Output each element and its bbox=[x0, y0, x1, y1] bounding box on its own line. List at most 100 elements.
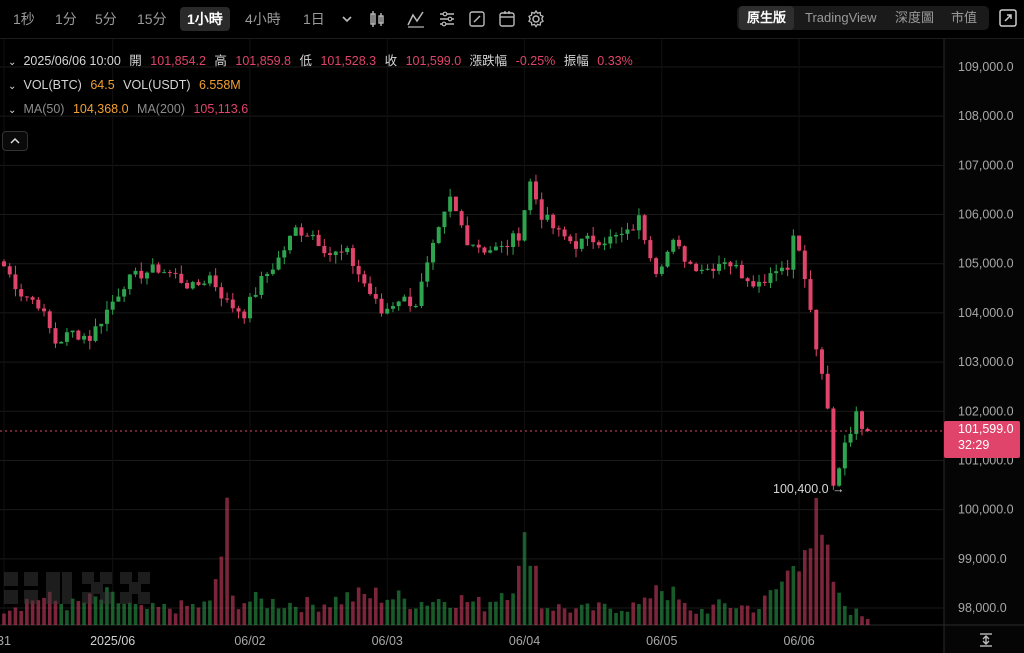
volume-bar bbox=[431, 601, 435, 625]
candle-body bbox=[139, 270, 144, 279]
y-tick-label: 109,000.0 bbox=[958, 60, 1014, 74]
y-tick-label: 102,000.0 bbox=[958, 404, 1014, 418]
volume-bar bbox=[528, 565, 533, 625]
open-label: 開 bbox=[129, 54, 142, 68]
ma-legend-row: ⌄ MA(50) 104,368.0 MA(200) 105,113.6 bbox=[8, 100, 253, 118]
vol-btc-value: 64.5 bbox=[90, 78, 115, 92]
volume-bar bbox=[442, 601, 447, 625]
candle-body bbox=[2, 261, 6, 267]
dropdown-chevron-icon[interactable] bbox=[336, 8, 358, 30]
candle-body bbox=[453, 196, 458, 212]
candle-body bbox=[47, 311, 52, 329]
candle-body bbox=[614, 234, 619, 237]
volume-bar bbox=[2, 613, 6, 625]
volume-bar bbox=[25, 598, 29, 625]
volume-bar bbox=[231, 595, 235, 625]
chevron-down-icon[interactable]: ⌄ bbox=[8, 105, 17, 116]
candle-body bbox=[676, 239, 681, 247]
view-tab-3[interactable]: 市值 bbox=[951, 10, 978, 25]
candle-body bbox=[282, 250, 287, 258]
volume-bar bbox=[225, 497, 229, 625]
volume-bar bbox=[156, 606, 161, 625]
vol-usdt-value: 6.558M bbox=[199, 78, 241, 92]
volume-bar bbox=[728, 608, 733, 625]
volume-bar bbox=[654, 585, 658, 625]
indicator-icon[interactable] bbox=[405, 8, 427, 30]
candle-body bbox=[602, 243, 607, 246]
candle-body bbox=[185, 282, 190, 289]
gear-icon[interactable] bbox=[525, 8, 547, 30]
candle-body bbox=[236, 308, 241, 312]
ma50-value: 104,368.0 bbox=[72, 102, 129, 116]
volume-bar bbox=[837, 592, 841, 625]
volume-bar bbox=[843, 605, 847, 625]
chevron-down-icon[interactable]: ⌄ bbox=[8, 81, 17, 92]
candle-body bbox=[64, 332, 69, 342]
vol-btc-label: VOL(BTC) bbox=[23, 78, 82, 92]
timeframe-4[interactable]: 1小時 bbox=[180, 7, 230, 31]
candle-body bbox=[802, 250, 807, 280]
volume-bar bbox=[768, 590, 773, 625]
candle-body bbox=[247, 296, 252, 319]
volume-bar bbox=[820, 534, 824, 625]
view-tab-1[interactable]: TradingView bbox=[805, 10, 877, 25]
candle-body bbox=[699, 269, 704, 272]
ma200-value: 105,113.6 bbox=[193, 102, 249, 116]
volume-bar bbox=[122, 603, 126, 625]
fullscreen-icon[interactable] bbox=[998, 8, 1018, 28]
chevron-down-icon[interactable]: ⌄ bbox=[8, 57, 17, 68]
volume-bar bbox=[700, 608, 704, 625]
volume-bar bbox=[7, 610, 12, 625]
candle-body bbox=[345, 248, 350, 253]
candle-body bbox=[471, 244, 476, 246]
volume-bar bbox=[499, 593, 504, 625]
volume-bar bbox=[53, 600, 58, 625]
volume-bar bbox=[13, 607, 18, 625]
volume-bar bbox=[471, 601, 475, 625]
timeframe-6[interactable]: 1日 bbox=[303, 11, 325, 27]
volume-bar bbox=[534, 565, 538, 625]
view-tab-2[interactable]: 深度圖 bbox=[895, 10, 935, 25]
volume-bar bbox=[436, 598, 441, 625]
volume-bar bbox=[208, 600, 212, 625]
candle-body bbox=[551, 214, 556, 229]
volume-bar bbox=[459, 595, 464, 625]
settings-list-icon[interactable] bbox=[436, 8, 458, 30]
timeframe-1[interactable]: 1分 bbox=[55, 11, 77, 27]
candle-type-icon[interactable] bbox=[366, 8, 388, 30]
volume-bar bbox=[351, 601, 355, 625]
volume-bar bbox=[774, 589, 778, 625]
candle-body bbox=[219, 287, 224, 299]
view-tab-0[interactable]: 原生版 bbox=[739, 6, 795, 30]
timeframe-2[interactable]: 5分 bbox=[95, 11, 117, 27]
candle-body bbox=[722, 262, 727, 264]
candle-body bbox=[145, 272, 149, 279]
candle-body bbox=[242, 311, 247, 319]
candle-body bbox=[493, 246, 498, 251]
timeframe-5[interactable]: 4小時 bbox=[245, 11, 281, 27]
candle-body bbox=[253, 294, 258, 297]
volume-bar bbox=[190, 603, 195, 625]
volume-bar bbox=[19, 610, 23, 625]
volume-bar bbox=[562, 608, 567, 625]
candle-body bbox=[636, 215, 641, 231]
chevron-up-icon bbox=[10, 137, 20, 144]
timeframe-3[interactable]: 15分 bbox=[137, 11, 167, 27]
timeframe-0[interactable]: 1秒 bbox=[13, 11, 35, 27]
collapse-legend-button[interactable] bbox=[2, 131, 28, 151]
lowest-price-marker: 100,400.0 → bbox=[773, 482, 845, 496]
candlestick-chart[interactable]: 98,000.099,000.0100,000.0101,000.0102,00… bbox=[0, 39, 1024, 653]
candle-body bbox=[568, 236, 573, 242]
candle-body bbox=[705, 268, 710, 270]
candle-body bbox=[13, 274, 18, 290]
candle-body bbox=[173, 272, 178, 274]
volume-bar bbox=[585, 603, 590, 625]
candle-body bbox=[528, 181, 533, 211]
candle-body bbox=[7, 266, 12, 275]
candle-body bbox=[694, 263, 699, 272]
axis-scale-icon[interactable] bbox=[978, 632, 994, 648]
template-icon[interactable] bbox=[496, 8, 518, 30]
draw-tool-icon[interactable] bbox=[466, 8, 488, 30]
volume-bar bbox=[557, 604, 561, 625]
y-tick-label: 106,000.0 bbox=[958, 208, 1014, 222]
